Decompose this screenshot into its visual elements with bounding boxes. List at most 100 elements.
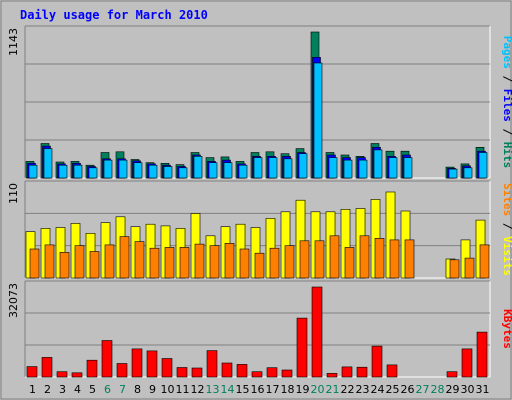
x-tick-label: 24 (371, 383, 385, 396)
x-tick-label: 6 (104, 383, 111, 396)
x-tick-label: 15 (236, 383, 250, 396)
bar-kbytes-day-6 (101, 340, 113, 378)
bar-pages-day-11 (178, 167, 188, 179)
bar-pages-day-23 (358, 159, 368, 179)
panel-kbytes: 32073 KBytes (7, 280, 512, 378)
bar-kbytes-day-10 (161, 358, 173, 378)
bar-kbytes-day-11 (176, 367, 188, 378)
bar-kbytes-day-15 (236, 364, 248, 378)
bar-pages-day-17 (268, 157, 278, 179)
bar-pages-day-7 (118, 159, 128, 179)
bar-pages-day-6 (103, 159, 113, 179)
x-tick-label: 16 (251, 383, 265, 396)
bar-kbytes-day-8 (131, 348, 143, 378)
bar-pages-day-1 (28, 164, 38, 179)
bar-kbytes-day-18 (281, 369, 293, 378)
bar-kbytes-day-30 (461, 348, 473, 378)
bar-pages-day-8 (133, 162, 143, 179)
bar-kbytes-day-1 (26, 366, 38, 378)
bar-sites-day-23 (359, 235, 370, 279)
bar-sites-day-7 (119, 236, 130, 279)
panel-visits-sites: 110 Sites / Visits (7, 180, 512, 279)
x-tick-label: 21 (326, 383, 340, 396)
chart-title: Daily usage for March 2010 (20, 8, 208, 22)
x-tick-label: 5 (89, 383, 96, 396)
x-tick-label: 27 (416, 383, 430, 396)
bar-sites-day-11 (179, 247, 190, 279)
bar-kbytes-day-14 (221, 362, 233, 378)
bar-kbytes-day-2 (41, 357, 53, 378)
x-tick-label: 14 (221, 383, 235, 396)
x-tick-label: 28 (431, 383, 445, 396)
bar-sites-day-29 (449, 259, 460, 279)
bar-sites-day-18 (284, 245, 295, 279)
x-tick-label: 13 (206, 383, 220, 396)
bar-sites-day-16 (254, 252, 265, 279)
x-tick-label: 18 (281, 383, 295, 396)
bar-pages-day-13 (208, 162, 218, 179)
bar-kbytes-day-23 (356, 366, 368, 378)
legend-visits: Visits (501, 236, 512, 276)
bar-kbytes-day-13 (206, 350, 218, 378)
bar-sites-day-5 (89, 251, 100, 279)
bar-sites-day-30 (464, 257, 475, 279)
x-tick-label: 12 (191, 383, 205, 396)
legend-files: Files (501, 89, 512, 122)
bar-sites-day-3 (59, 252, 70, 279)
bar-pages-day-26 (403, 157, 413, 179)
bar-pages-day-30 (463, 167, 473, 179)
panel-legend: KBytes (501, 309, 512, 349)
bar-pages-day-24 (373, 149, 383, 179)
bar-pages-day-10 (163, 166, 173, 179)
bar-pages-day-3 (58, 164, 68, 179)
x-axis: 1 2 3 4 5 6 7 8 9 10 11 12 13 14 15 16 17 18 19 20 21 22 23 24 2… (29, 383, 490, 396)
bar-kbytes-day-22 (341, 366, 353, 378)
legend-separator: / (501, 69, 512, 89)
bar-kbytes-day-25 (386, 364, 398, 378)
bar-sites-day-2 (44, 244, 55, 279)
bar-kbytes-day-5 (86, 359, 98, 378)
legend-hits: Hits (501, 142, 512, 169)
bar-kbytes-day-16 (251, 371, 263, 378)
bar-pages-day-14 (223, 162, 233, 179)
bar-kbytes-day-19 (296, 317, 308, 378)
bar-sites-day-8 (134, 241, 145, 279)
legend-pages: Pages (501, 36, 512, 69)
bar-pages-day-16 (253, 157, 263, 179)
x-tick-label: 25 (386, 383, 400, 396)
panel-legend: Pages / Files / Hits (501, 36, 512, 169)
panel-ymax-label: 32073 (7, 283, 20, 318)
x-tick-label: 10 (161, 383, 175, 396)
legend-separator: / (501, 122, 512, 142)
bar-kbytes-day-4 (71, 372, 83, 378)
bar-kbytes-day-29 (446, 371, 458, 378)
bar-pages-day-22 (343, 159, 353, 179)
bar-sites-day-31 (479, 244, 490, 279)
bar-sites-day-17 (269, 247, 280, 279)
bar-pages-day-2 (43, 148, 53, 179)
bar-kbytes-day-24 (371, 345, 383, 378)
bar-sites-day-13 (209, 245, 220, 279)
bar-pages-day-19 (298, 153, 308, 179)
x-tick-label: 3 (59, 383, 66, 396)
bar-sites-day-4 (74, 245, 85, 279)
bar-sites-day-14 (224, 243, 235, 279)
bar-sites-day-22 (344, 247, 355, 279)
panel-ymax-label: 110 (7, 183, 20, 204)
bar-sites-day-15 (239, 248, 250, 279)
bar-sites-day-21 (329, 235, 340, 279)
bar-kbytes-day-3 (56, 371, 68, 378)
bar-kbytes-day-21 (326, 373, 338, 378)
x-tick-label: 17 (266, 383, 280, 396)
bar-sites-day-1 (29, 248, 40, 279)
x-tick-label: 8 (134, 383, 141, 396)
bar-kbytes-day-9 (146, 350, 158, 378)
bar-pages-day-31 (478, 152, 488, 179)
x-tick-label: 1 (29, 383, 36, 396)
bar-sites-day-25 (389, 239, 400, 279)
bar-pages-day-21 (328, 157, 338, 179)
legend-separator: / (501, 216, 512, 236)
bar-kbytes-day-7 (116, 363, 128, 378)
bar-pages-day-5 (88, 167, 98, 179)
